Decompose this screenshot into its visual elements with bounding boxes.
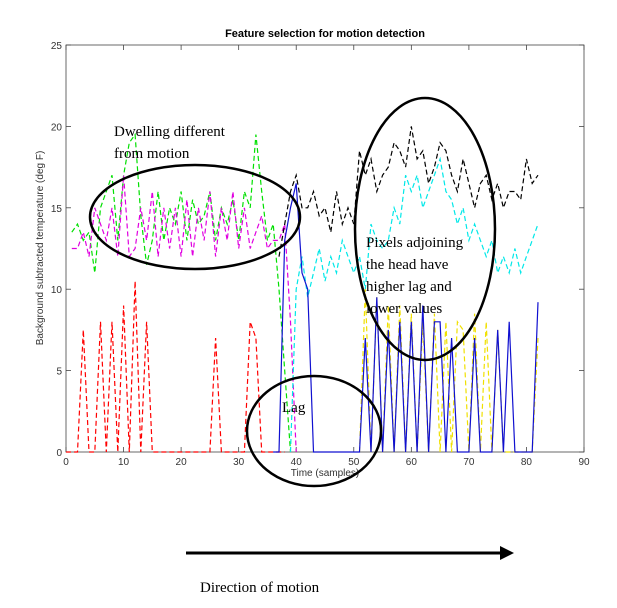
x-tick-label: 20 xyxy=(176,457,188,468)
direction-arrow-head-icon xyxy=(500,546,514,560)
lag-ellipse xyxy=(245,374,383,488)
x-tick-label: 80 xyxy=(521,457,533,468)
series-line-2 xyxy=(66,281,285,453)
y-tick-label: 10 xyxy=(51,285,63,296)
y-tick-label: 15 xyxy=(51,204,63,215)
x-tick-label: 0 xyxy=(63,457,69,468)
x-tick-label: 90 xyxy=(578,457,590,468)
y-axis-label: Background subtracted temperature (deg F… xyxy=(35,151,46,346)
direction-label: Direction of motion xyxy=(200,580,320,596)
x-tick-label: 10 xyxy=(118,457,130,468)
y-tick-label: 0 xyxy=(56,448,62,459)
pixels-ellipse xyxy=(353,96,497,362)
x-tick-label: 40 xyxy=(291,457,303,468)
series-line-6 xyxy=(273,183,539,453)
y-tick-labels: 0 5 10 15 20 25 xyxy=(51,41,63,459)
annotation-pixels-line1: Pixels adjoining xyxy=(366,235,464,251)
annotation-dwelling-line2: from motion xyxy=(114,146,190,162)
chart-title: Feature selection for motion detection xyxy=(225,28,425,40)
x-tick-label: 60 xyxy=(406,457,418,468)
series-layer xyxy=(66,126,539,453)
y-tick-label: 5 xyxy=(56,367,62,378)
annotation-pixels-line3: higher lag and xyxy=(366,279,452,295)
annotation-pixels-line4: lower values xyxy=(366,301,442,317)
x-tick-label: 70 xyxy=(463,457,475,468)
dwelling-ellipse xyxy=(88,163,302,271)
series-line-1 xyxy=(71,175,297,453)
y-tick-label: 20 xyxy=(51,122,63,133)
x-tick-label: 50 xyxy=(348,457,360,468)
series-line-0 xyxy=(71,132,292,453)
y-tick-label: 25 xyxy=(51,41,63,52)
x-axis-label: Time (samples) xyxy=(291,468,360,479)
annotation-dwelling-line1: Dwelling different xyxy=(114,124,226,140)
series-line-4 xyxy=(289,156,539,453)
annotation-lag: Lag xyxy=(282,400,306,416)
x-tick-label: 30 xyxy=(233,457,245,468)
annotation-pixels-line2: the head have xyxy=(366,257,449,273)
x-tick-labels: 0 10 20 30 40 50 60 70 80 90 xyxy=(63,457,590,468)
series-line-3 xyxy=(278,126,539,257)
